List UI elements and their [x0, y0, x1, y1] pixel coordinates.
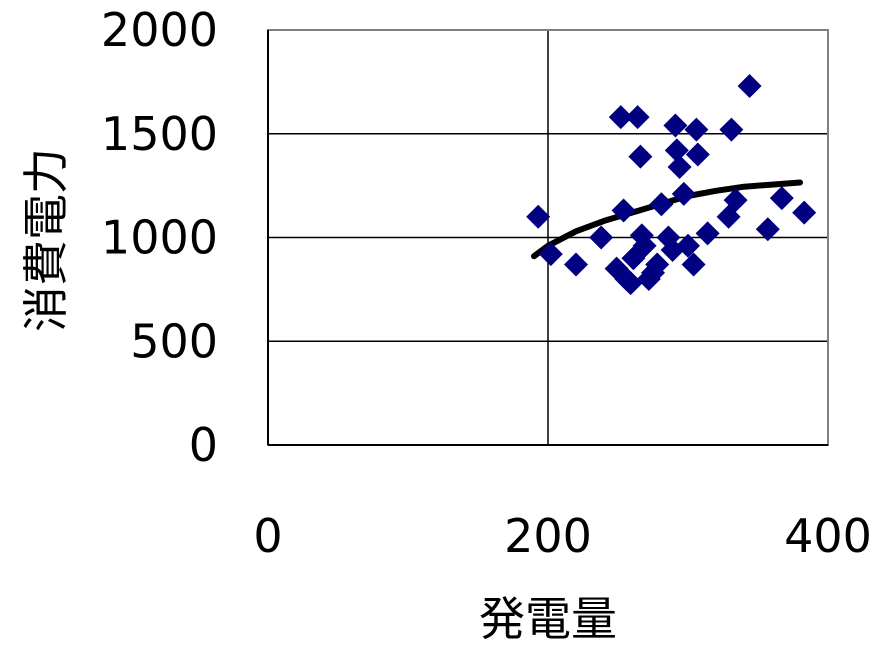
data-point-35 [792, 200, 817, 225]
data-point-16 [645, 252, 670, 277]
y-tick-label-0: 0 [189, 418, 218, 472]
x-tick-label-200: 200 [504, 509, 592, 563]
x-axis-title: 発電量 [479, 592, 617, 645]
data-point-11 [628, 144, 653, 169]
data-point-6 [611, 198, 636, 223]
data-point-3 [589, 225, 614, 250]
data-point-24 [676, 233, 700, 258]
data-point-5 [608, 105, 633, 130]
data-point-28 [695, 221, 720, 246]
axes [267, 30, 828, 446]
data-point-2 [564, 252, 588, 277]
x-tick-label-400: 400 [784, 509, 872, 563]
data-point-27 [685, 142, 710, 167]
data-point-32 [737, 74, 762, 99]
data-point-26 [684, 117, 709, 142]
grid-lines [268, 30, 828, 445]
y-tick-label-500: 500 [130, 314, 218, 368]
data-point-34 [769, 186, 794, 211]
y-tick-label-1000: 1000 [101, 211, 218, 265]
data-point-33 [755, 217, 780, 242]
y-axis-title: 消費電力 [19, 148, 73, 332]
data-point-31 [723, 188, 748, 213]
data-point-17 [649, 192, 674, 217]
y-tick-label-2000: 2000 [101, 3, 218, 57]
data-point-20 [663, 113, 688, 138]
x-tick-label-0: 0 [253, 509, 282, 563]
data-point-23 [671, 181, 696, 206]
data-point-8 [618, 271, 643, 296]
data-point-22 [667, 154, 692, 179]
data-point-30 [719, 117, 744, 142]
data-point-1 [538, 242, 563, 267]
y-tick-label-1500: 1500 [101, 107, 218, 161]
data-point-21 [664, 138, 689, 163]
data-point-0 [526, 204, 551, 229]
data-point-13 [632, 233, 657, 258]
data-points [526, 74, 817, 296]
data-point-25 [681, 252, 706, 277]
tick-labels: 0 500 1000 1500 2000 0 200 400 [101, 3, 872, 563]
data-point-10 [625, 105, 650, 130]
